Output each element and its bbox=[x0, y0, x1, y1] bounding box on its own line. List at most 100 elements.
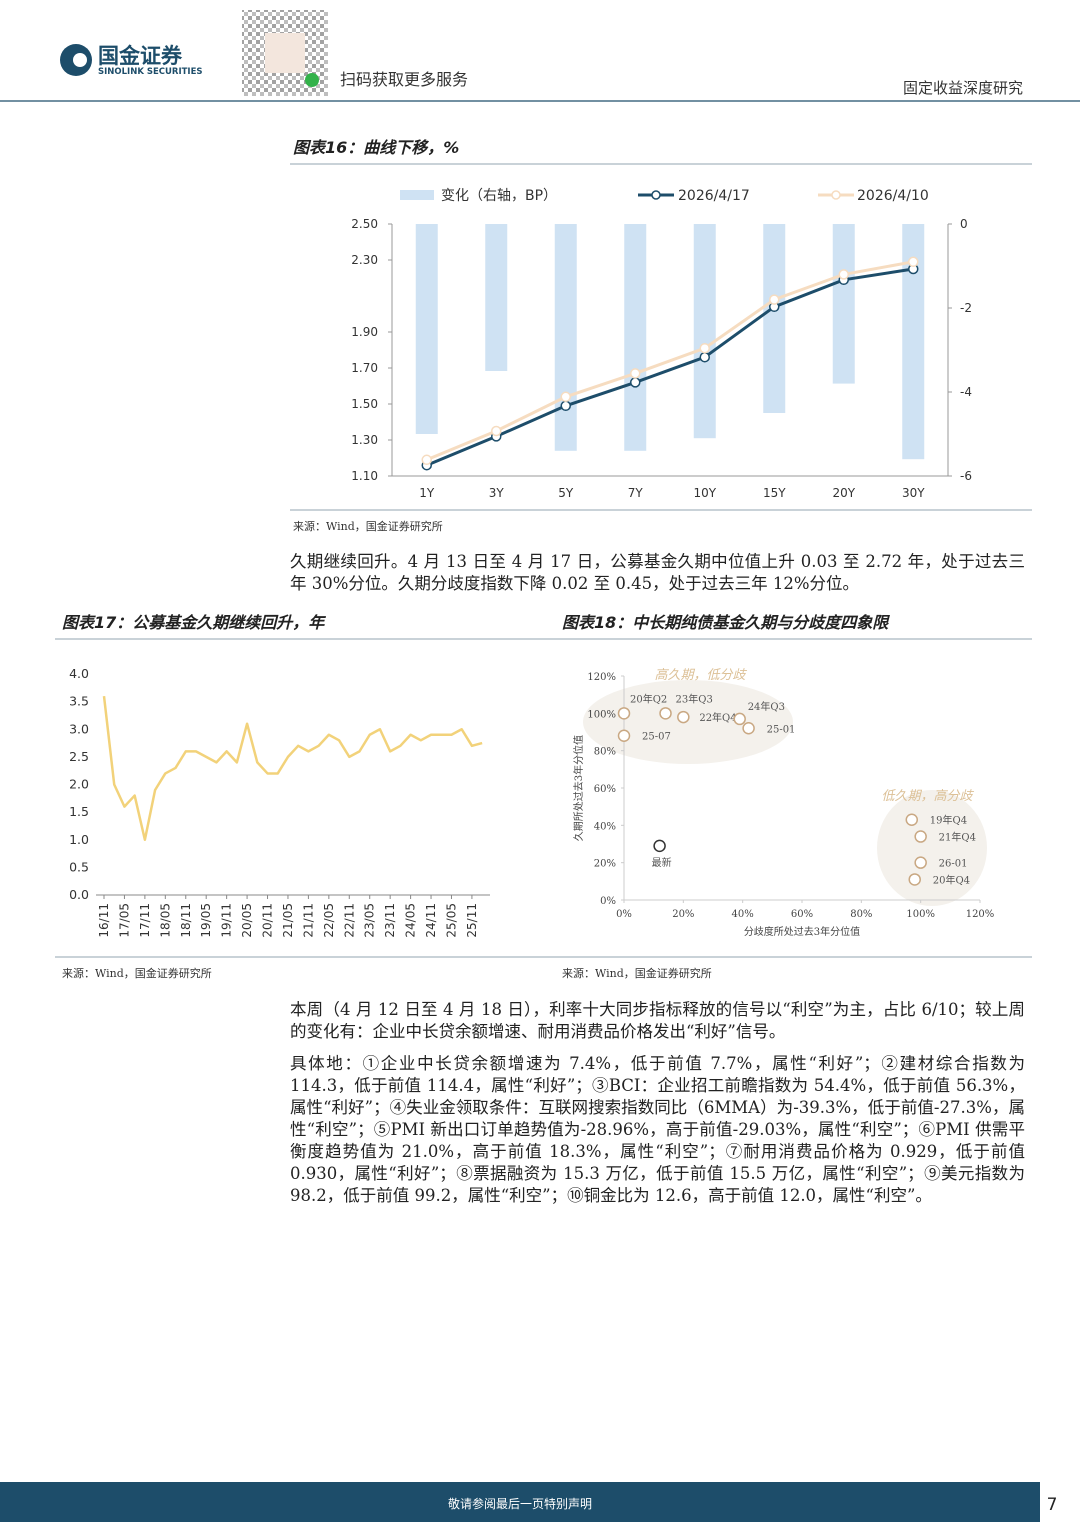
y-tick-label: 20% bbox=[594, 859, 616, 870]
point-label: 25-01 bbox=[767, 724, 796, 735]
bar bbox=[415, 224, 438, 434]
x-tick-label: 3Y bbox=[489, 486, 505, 500]
x-tick-label: 23/05 bbox=[363, 903, 377, 938]
chart-title: 图表16：曲线下移，% bbox=[293, 138, 459, 157]
legend-label: 2026/4/10 bbox=[857, 188, 929, 204]
legend-label: 2026/4/17 bbox=[678, 188, 750, 204]
y-tick-label: 0.5 bbox=[69, 859, 89, 874]
x-tick-label: 17/11 bbox=[138, 903, 152, 938]
point bbox=[914, 830, 927, 843]
qr-center bbox=[265, 33, 305, 73]
legend-marker bbox=[651, 190, 661, 200]
bar bbox=[902, 224, 925, 460]
paragraph: 久期继续回升。4 月 13 日至 4 月 17 日，公募基金久期中位值上升 0.… bbox=[290, 552, 1025, 593]
y2-tick-label: -4 bbox=[960, 385, 972, 399]
line-marker bbox=[908, 256, 919, 268]
line-marker bbox=[838, 269, 849, 280]
y-tick-label: 0.0 bbox=[69, 887, 89, 902]
point bbox=[914, 856, 927, 869]
point-label: 22年Q4 bbox=[699, 711, 736, 724]
y-tick-label: 1.50 bbox=[351, 397, 378, 411]
qr-caption: 扫码获取更多服务 bbox=[340, 70, 468, 89]
point bbox=[617, 707, 631, 720]
y-tick-label: 100% bbox=[587, 709, 616, 720]
y-tick-label: 3.0 bbox=[69, 721, 89, 736]
y-tick-label: 2.30 bbox=[351, 253, 378, 267]
bar bbox=[624, 224, 647, 451]
group-shade bbox=[877, 790, 987, 906]
line-marker bbox=[630, 368, 641, 379]
x-tick-label: 40% bbox=[732, 909, 754, 920]
x-tick-label: 100% bbox=[906, 909, 935, 920]
y-tick-label: 60% bbox=[594, 784, 616, 795]
header: 国金证券 SINOLINK SECURITIES 扫码获取更多服务 固定收益深度… bbox=[0, 10, 1080, 102]
x-tick-label: 20% bbox=[672, 909, 694, 920]
annotation: 高久期，低分歧 bbox=[654, 668, 747, 683]
point-label: 23年Q3 bbox=[676, 692, 713, 705]
y-axis-label: 久期所处过去3年分位值 bbox=[572, 735, 585, 841]
point-label: 26-01 bbox=[939, 859, 968, 870]
line bbox=[426, 260, 914, 462]
x-tick-label: 21/11 bbox=[301, 903, 315, 938]
page-number: 7 bbox=[1047, 1495, 1058, 1515]
line-marker bbox=[699, 351, 710, 363]
point bbox=[677, 710, 690, 724]
paragraph: 本周（4 月 12 日至 4 月 18 日），利率十大同步指标释放的信号以“利空… bbox=[290, 1000, 1025, 1041]
line bbox=[102, 695, 483, 841]
legend-marker bbox=[831, 190, 841, 200]
x-tick-label: 20/05 bbox=[240, 903, 254, 938]
y2-tick-label: -6 bbox=[960, 469, 972, 483]
x-tick-label: 22/11 bbox=[342, 903, 356, 938]
source: 来源：Wind，国金证券研究所 bbox=[293, 519, 443, 533]
x-tick-label: 7Y bbox=[628, 486, 644, 500]
bar bbox=[763, 224, 786, 413]
x-tick-label: 25/11 bbox=[465, 903, 479, 938]
point-label: 20年Q2 bbox=[630, 692, 667, 705]
logo-en: SINOLINK SECURITIES bbox=[98, 67, 203, 77]
line-marker bbox=[630, 377, 641, 388]
y-tick-label: 1.30 bbox=[351, 433, 378, 447]
group-shade bbox=[583, 680, 793, 764]
line-marker bbox=[560, 400, 571, 412]
logo-text: 国金证券 bbox=[98, 44, 183, 68]
x-tick-label: 22/05 bbox=[322, 903, 336, 938]
y-tick-label: 80% bbox=[594, 747, 616, 758]
x-tick-label: 16/11 bbox=[97, 903, 111, 938]
point-label: 20年Q4 bbox=[933, 873, 970, 886]
chart-title: 图表18：中长期纯债基金久期与分歧度四象限 bbox=[562, 613, 890, 632]
point bbox=[733, 712, 746, 726]
point bbox=[659, 707, 672, 720]
point bbox=[617, 729, 631, 742]
x-tick-label: 20Y bbox=[832, 486, 855, 500]
point-label: 24年Q3 bbox=[748, 700, 785, 713]
line-marker bbox=[491, 425, 502, 437]
paragraph: 具体地：①企业中长贷余额增速为 7.4%，低于前值 7.7%，属性“利好”；②建… bbox=[290, 1054, 1025, 1205]
x-tick-label: 18/05 bbox=[158, 903, 172, 938]
x-tick-label: 5Y bbox=[558, 486, 574, 500]
x-tick-label: 24/05 bbox=[404, 903, 418, 938]
x-tick-label: 15Y bbox=[763, 486, 786, 500]
point-label: 19年Q4 bbox=[930, 814, 967, 827]
y-tick-label: 2.50 bbox=[351, 217, 378, 231]
y-tick-label: 1.90 bbox=[351, 325, 378, 339]
x-tick-label: 24/11 bbox=[424, 903, 438, 938]
y-tick-label: 40% bbox=[594, 821, 616, 832]
y-tick-label: 1.0 bbox=[69, 832, 89, 847]
x-tick-label: 19/11 bbox=[220, 903, 234, 938]
y-tick-label: 2.0 bbox=[69, 777, 89, 792]
y-tick-label: 1.10 bbox=[351, 469, 378, 483]
point bbox=[653, 839, 666, 853]
line-marker bbox=[421, 454, 432, 466]
x-tick-label: 25/05 bbox=[444, 903, 458, 938]
line-marker bbox=[769, 294, 780, 305]
bar bbox=[832, 224, 855, 384]
x-tick-label: 18/11 bbox=[179, 903, 193, 938]
y-tick-label: 3.5 bbox=[69, 694, 89, 709]
point-label: 25-07 bbox=[642, 732, 671, 743]
wechat-icon bbox=[305, 73, 319, 87]
x-tick-label: 21/05 bbox=[281, 903, 295, 938]
y2-tick-label: 0 bbox=[960, 217, 968, 231]
x-tick-label: 20/11 bbox=[261, 903, 275, 938]
